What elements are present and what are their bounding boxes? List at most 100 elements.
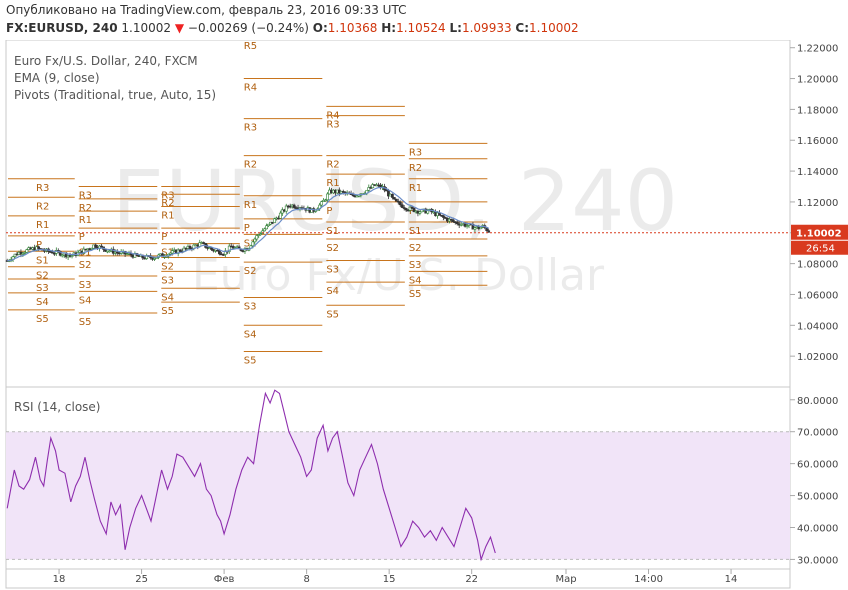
rsi-tick-label: 80.0000 — [797, 396, 838, 407]
candle-body — [392, 197, 396, 200]
candle-body — [23, 252, 27, 254]
candle-body — [218, 250, 221, 255]
pivot-label: S3 — [244, 302, 257, 313]
pivot-label: S1 — [36, 255, 49, 266]
time-tick-label: 25 — [135, 574, 148, 585]
chart-area[interactable]: EURUSD, 240 Euro Fx/U.S. Dollar R3R2R1PS… — [0, 40, 848, 590]
candle-body — [463, 223, 467, 227]
candle-body — [251, 241, 255, 247]
candle-body — [465, 225, 469, 227]
candle-body — [408, 206, 412, 211]
price-tick-label: 1.20000 — [797, 75, 838, 86]
candle-body — [37, 246, 41, 249]
candle-body — [398, 201, 402, 206]
pivot-label: S5 — [409, 289, 422, 300]
candle-body — [387, 190, 390, 197]
pivot-label: R3 — [244, 123, 257, 134]
pivot-label: S4 — [244, 329, 257, 340]
last-price: 1.10002 — [121, 21, 172, 35]
legend-pivots: Pivots (Traditional, true, Auto, 15) — [14, 88, 216, 102]
pivot-label: S5 — [161, 306, 174, 317]
pivot-label: R3 — [409, 147, 422, 158]
candle-body — [402, 207, 406, 209]
candle-body — [94, 244, 98, 248]
pivot-label: P — [326, 206, 332, 217]
pivot-label: S2 — [409, 243, 422, 254]
candle-body — [371, 184, 375, 189]
price-tick-label: 1.12000 — [797, 198, 838, 209]
pivot-label: S3 — [161, 275, 174, 286]
pivot-label: R2 — [409, 163, 422, 174]
pivot-label: R2 — [326, 160, 339, 171]
candle-body — [426, 210, 430, 214]
price-tick-label: 1.14000 — [797, 167, 838, 178]
candle-body — [70, 255, 74, 257]
price-tick-label: 1.06000 — [797, 290, 838, 301]
rsi-tick-label: 50.0000 — [797, 492, 838, 503]
rsi-tick-label: 40.0000 — [797, 523, 838, 534]
rsi-axis: 80.0000 70.0000 60.0000 50.0000 40.0000 30.00… — [790, 396, 838, 566]
pivot-label: S2 — [36, 271, 49, 282]
pivot-label: S4 — [36, 297, 49, 308]
candle-body — [385, 189, 388, 192]
pivot-label: S1 — [244, 238, 257, 249]
pivot-label: R1 — [79, 215, 92, 226]
legend-rsi: RSI (14, close) — [14, 400, 100, 414]
pivot-label: R3 — [326, 120, 339, 131]
pivot-label: R1 — [244, 200, 257, 211]
candle-body — [52, 252, 56, 255]
candle-body — [25, 249, 29, 253]
candle-body — [202, 242, 206, 244]
pivot-label: R2 — [161, 198, 174, 209]
rsi-line — [6, 389, 496, 562]
time-tick-label: 22 — [465, 574, 478, 585]
candle-body — [153, 257, 156, 260]
pivot-label: S4 — [79, 295, 92, 306]
time-tick-label: 18 — [53, 574, 66, 585]
candle-body — [273, 218, 276, 223]
pivot-label: R5 — [244, 41, 257, 52]
pivot-label: S2 — [326, 243, 339, 254]
candle-body — [100, 245, 103, 248]
pivot-label: S4 — [409, 275, 422, 286]
candle-body — [367, 187, 371, 191]
candle-body — [227, 245, 231, 252]
pivot-label: S5 — [326, 309, 339, 320]
published-line: Опубликовано на TradingView.com, февраль… — [6, 3, 407, 17]
pivot-label: P — [409, 206, 415, 217]
pivot-label: S2 — [79, 260, 92, 271]
low-value: 1.09933 — [461, 21, 512, 35]
candle-body — [442, 215, 445, 218]
pivot-label: S4 — [326, 286, 339, 297]
pivot-label: R4 — [244, 83, 257, 94]
high-value: 1.10524 — [396, 21, 446, 35]
pivot-levels: R3R2R1PS1S2S3S4S5R3R2R1PS1S2S3S4S5R3R2R1… — [8, 41, 488, 367]
pivot-label: R2 — [79, 203, 92, 214]
price-tag-text: 1.10002 — [796, 229, 842, 240]
candle-body — [188, 245, 192, 249]
candle-body — [50, 251, 54, 254]
candle-body — [326, 193, 329, 201]
pivot-label: R1 — [326, 178, 339, 189]
rsi-tick-label: 30.0000 — [797, 555, 838, 566]
pivot-label: S5 — [79, 317, 92, 328]
candle-body — [406, 209, 410, 212]
pivot-label: R1 — [36, 220, 49, 231]
pivot-label: S3 — [79, 280, 92, 291]
time-tick-label: 14 — [725, 574, 738, 585]
rsi-grid — [6, 431, 790, 560]
candle-body — [253, 238, 257, 243]
time-tick-label: Фев — [214, 574, 235, 585]
candle-body — [178, 249, 182, 252]
candle-body — [418, 211, 422, 214]
legend-ema: EMA (9, close) — [14, 71, 100, 85]
pivot-label: P — [36, 240, 42, 251]
pivot-label: S5 — [244, 356, 257, 367]
candle-body — [390, 193, 394, 198]
candle-body — [21, 252, 25, 255]
candle-body — [267, 223, 270, 227]
candle-body — [170, 250, 174, 254]
close-value: 1.10002 — [529, 21, 579, 35]
candle-body — [455, 221, 459, 225]
pivot-label: S2 — [161, 261, 174, 272]
